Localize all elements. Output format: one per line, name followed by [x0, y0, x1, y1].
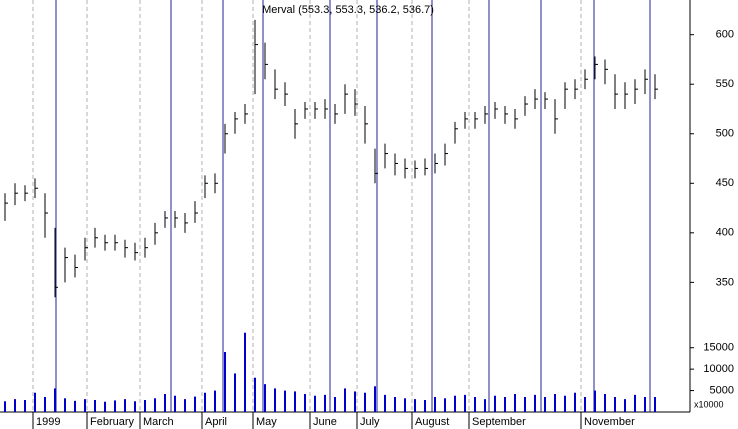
volume-bar	[514, 394, 516, 412]
x-tick-label: February	[90, 416, 135, 428]
y-tick-label: 10000	[703, 363, 734, 375]
volume-bar	[644, 397, 646, 412]
volume-bar	[254, 377, 256, 412]
volume-bar	[364, 392, 366, 412]
volume-bar	[504, 397, 506, 412]
y-tick-label: 550	[716, 78, 734, 90]
volume-bar	[14, 399, 16, 412]
volume-bar	[164, 394, 166, 412]
volume-bar	[134, 401, 136, 412]
volume-bar	[104, 401, 106, 412]
volume-bar	[524, 397, 526, 412]
volume-bar	[604, 394, 606, 412]
volume-bar	[244, 332, 246, 412]
volume-bar	[344, 388, 346, 412]
volume-bar	[294, 391, 296, 412]
volume-bar	[544, 397, 546, 412]
x-tick-label: March	[143, 416, 174, 428]
volume-bar	[394, 397, 396, 412]
volume-bar	[634, 394, 636, 412]
volume-bar	[354, 391, 356, 412]
volume-bar	[324, 394, 326, 412]
x-tick-label: August	[415, 416, 449, 428]
volume-bar	[24, 400, 26, 412]
volume-bar	[374, 386, 376, 412]
volume-bar	[94, 400, 96, 412]
volume-bar	[574, 392, 576, 412]
volume-bar	[434, 397, 436, 412]
chart-title: Merval (553.3, 553.3, 536.2, 536.7)	[262, 4, 434, 16]
volume-bar	[564, 395, 566, 412]
volume-bar	[624, 399, 626, 412]
volume-bar	[204, 392, 206, 412]
y-tick-label: 350	[716, 276, 734, 288]
volume-bar	[214, 390, 216, 412]
volume-bar	[84, 399, 86, 412]
x-tick-label: July	[360, 416, 380, 428]
y-tick-label: 15000	[703, 342, 734, 354]
volume-bar	[274, 388, 276, 412]
volume-bar	[284, 390, 286, 412]
x-tick-label: May	[256, 416, 277, 428]
volume-bar	[144, 400, 146, 412]
volume-bar	[484, 399, 486, 412]
volume-bar	[464, 394, 466, 412]
volume-bar	[124, 399, 126, 412]
volume-bar	[44, 397, 46, 412]
volume-bar	[444, 398, 446, 412]
volume-bar	[74, 400, 76, 412]
y-tick-label: 450	[716, 177, 734, 189]
volume-bar	[234, 373, 236, 412]
x-tick-label: April	[205, 416, 227, 428]
y-tick-label: 400	[716, 227, 734, 239]
volume-bar	[594, 390, 596, 412]
volume-bar	[474, 397, 476, 412]
volume-bar	[224, 352, 226, 412]
volume-bar	[114, 400, 116, 412]
volume-bar	[454, 395, 456, 412]
volume-bar	[154, 398, 156, 412]
volume-bar	[314, 395, 316, 412]
plot	[4, 19, 658, 412]
x-tick-label: 1999	[36, 416, 60, 428]
volume-bar	[404, 398, 406, 412]
y-tick-label: 500	[716, 128, 734, 140]
volume-bar	[194, 396, 196, 412]
volume-bar	[334, 397, 336, 412]
volume-bar	[584, 397, 586, 412]
volume-bar	[384, 394, 386, 412]
x-tick-label: November	[584, 416, 635, 428]
volume-bar	[554, 394, 556, 412]
volume-bar	[4, 401, 6, 412]
volume-unit: x10000	[694, 399, 724, 409]
volume-bar	[494, 395, 496, 412]
x-tick-label: June	[313, 416, 337, 428]
volume-bar	[174, 395, 176, 412]
volume-bar	[54, 388, 56, 412]
volume-bar	[184, 399, 186, 412]
volume-bar	[614, 397, 616, 412]
y-tick-label: 600	[716, 29, 734, 41]
volume-bar	[654, 397, 656, 412]
volume-bar	[534, 394, 536, 412]
volume-bar	[64, 398, 66, 412]
volume-bar	[304, 394, 306, 412]
volume-bar	[424, 400, 426, 412]
x-tick-label: September	[472, 416, 526, 428]
volume-bar	[414, 399, 416, 412]
volume-bar	[264, 384, 266, 412]
volume-bar	[34, 392, 36, 412]
y-tick-label: 5000	[710, 384, 734, 396]
